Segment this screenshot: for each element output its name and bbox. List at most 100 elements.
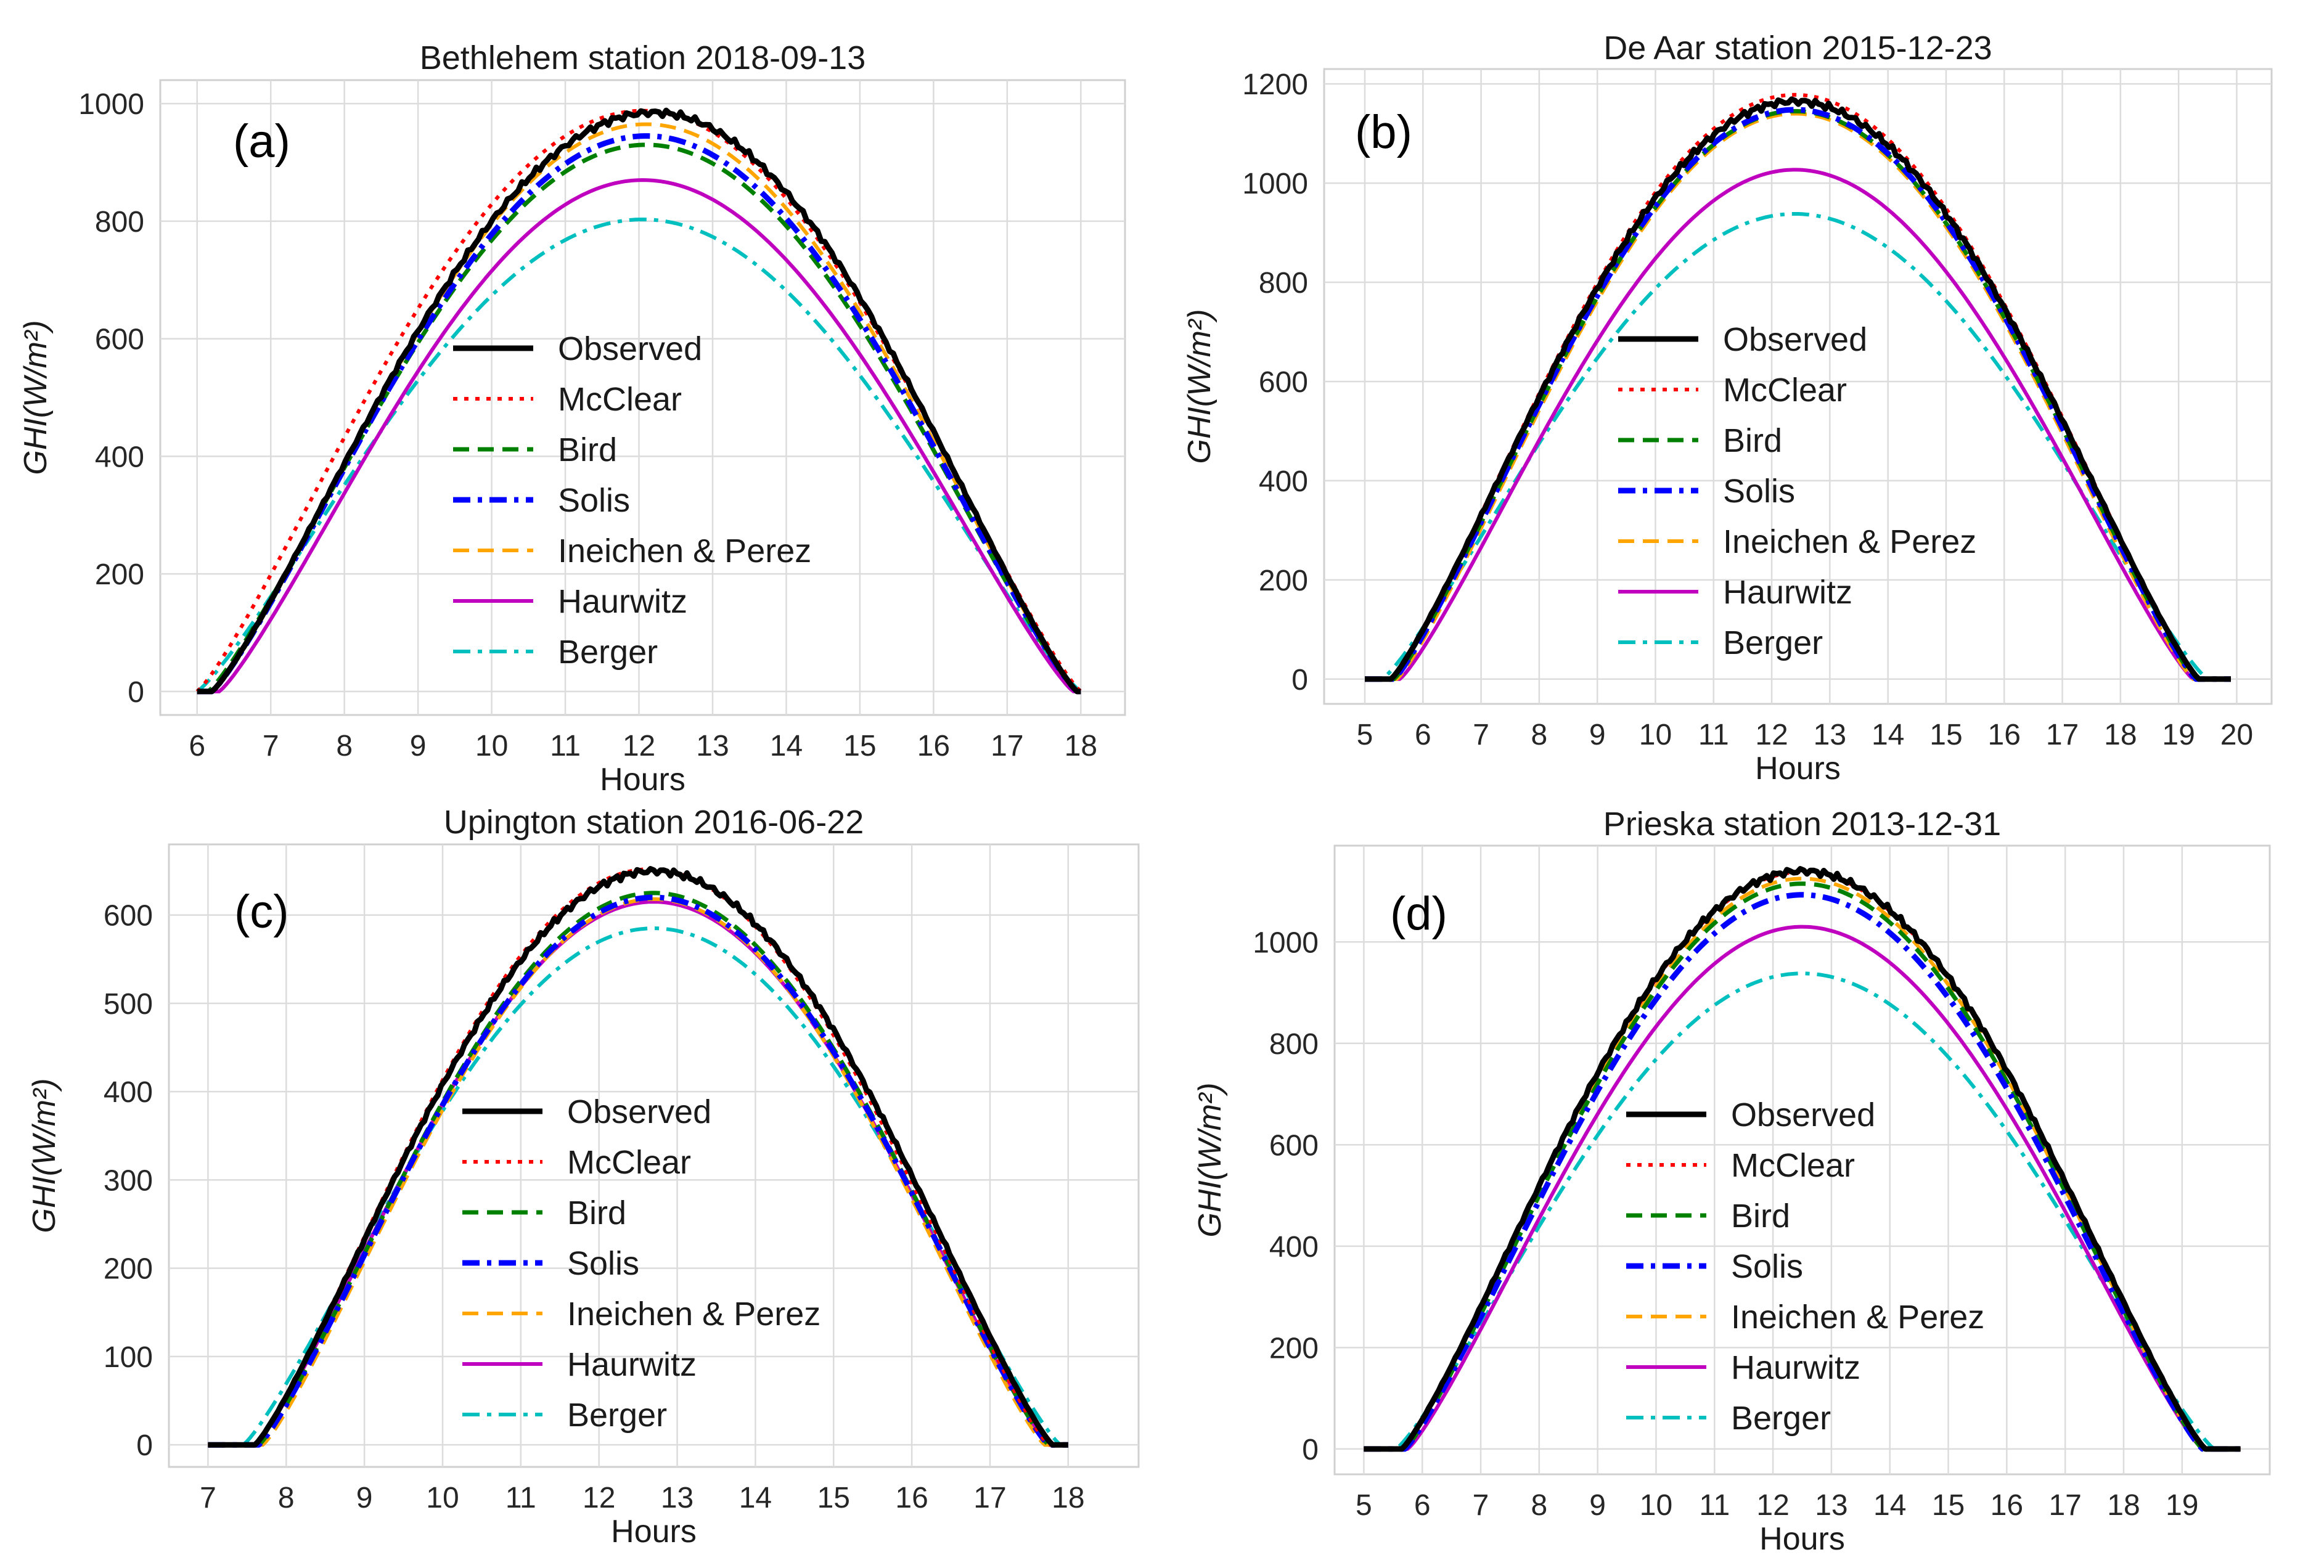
- x-tick-label: 18: [2104, 719, 2137, 751]
- x-tick-label: 14: [1873, 1489, 1906, 1522]
- chart-panel-4: 5 6 7 8 9 10 11 12 13 14 15 16 17 18 19 0 200 400 600 800 10…: [1192, 806, 2271, 1557]
- y-tick-label: 0: [136, 1429, 153, 1462]
- x-tick-label: 11: [1699, 1489, 1730, 1522]
- legend: Observed McClear Bird Solis Ineichen & Perez…: [462, 1093, 820, 1434]
- x-tick-label: 6: [1414, 1489, 1431, 1522]
- legend-label: McClear: [567, 1144, 691, 1181]
- y-tick-label: 1000: [1253, 926, 1319, 959]
- series-line-ineichen: [1365, 112, 2231, 681]
- x-tick-label: 17: [2048, 1489, 2081, 1522]
- x-axis-label: Hours: [1759, 1521, 1845, 1557]
- legend-label: Ineichen & Perez: [1731, 1299, 1984, 1336]
- y-tick-label: 1200: [1242, 68, 1308, 101]
- x-tick-label: 15: [1929, 719, 1962, 751]
- x-tick-label: 5: [1356, 1489, 1372, 1522]
- x-axis-label: Hours: [600, 762, 685, 798]
- series-line-observed: [208, 866, 1068, 1448]
- series-line-observed: [197, 107, 1081, 695]
- y-tick-label: 600: [1269, 1129, 1319, 1162]
- x-tick-label: 11: [1698, 719, 1729, 751]
- legend-label: Berger: [1723, 624, 1823, 661]
- x-tick-label: 14: [739, 1482, 772, 1514]
- legend-label: Observed: [1731, 1096, 1875, 1133]
- legend-label: Haurwitz: [558, 583, 687, 620]
- y-tick-label: 600: [1259, 366, 1308, 399]
- x-tick-label: 15: [1932, 1489, 1965, 1522]
- legend: Observed McClear Bird Solis Ineichen & Perez…: [1626, 1096, 1984, 1437]
- x-tick-label: 12: [1755, 719, 1788, 751]
- chart-title: Prieska station 2013-12-31: [1603, 806, 2001, 843]
- legend: Observed McClear Bird Solis Ineichen & Perez…: [453, 330, 811, 671]
- chart-title: Bethlehem station 2018-09-13: [420, 39, 866, 76]
- legend-label: Berger: [567, 1397, 667, 1434]
- legend-label: Haurwitz: [567, 1346, 697, 1383]
- legend-label: McClear: [558, 381, 682, 418]
- x-tick-label: 12: [583, 1482, 615, 1514]
- legend-label: Berger: [558, 634, 658, 671]
- series-line-bird: [1365, 108, 2231, 682]
- series-line-observed: [1365, 96, 2231, 682]
- x-tick-label: 10: [1639, 719, 1672, 751]
- x-tick-label: 9: [1589, 1489, 1606, 1522]
- x-tick-label: 8: [336, 730, 353, 762]
- series-line-solis: [1364, 892, 2241, 1452]
- y-tick-label: 800: [1269, 1028, 1319, 1061]
- legend-label: Observed: [1723, 321, 1867, 358]
- plot-area: [168, 843, 1140, 1468]
- y-tick-label: 800: [1259, 267, 1308, 300]
- y-tick-label: 300: [104, 1164, 153, 1197]
- x-tick-label: 7: [1473, 719, 1489, 751]
- x-tick-label: 19: [2162, 719, 2195, 751]
- legend-label: Bird: [567, 1194, 626, 1231]
- y-tick-label: 200: [1259, 565, 1308, 597]
- legend: Observed McClear Bird Solis Ineichen & Perez…: [1618, 321, 1976, 661]
- x-tick-label: 12: [623, 730, 655, 762]
- y-axis-label: GHI(W/m²): [1192, 1082, 1228, 1237]
- legend-label: Bird: [558, 431, 617, 468]
- x-tick-label: 10: [475, 730, 508, 762]
- legend-label: Bird: [1723, 422, 1782, 459]
- y-tick-label: 200: [104, 1253, 153, 1286]
- legend-label: Solis: [1723, 473, 1795, 510]
- y-tick-label: 0: [1302, 1434, 1319, 1466]
- x-tick-label: 18: [1052, 1482, 1084, 1514]
- x-tick-label: 9: [356, 1482, 373, 1514]
- legend-label: Solis: [558, 482, 630, 519]
- x-tick-label: 8: [1531, 1489, 1547, 1522]
- legend-label: Haurwitz: [1731, 1349, 1860, 1386]
- x-tick-label: 8: [278, 1482, 295, 1514]
- x-tick-label: 16: [917, 730, 950, 762]
- x-tick-label: 6: [189, 730, 205, 762]
- x-tick-label: 19: [2166, 1489, 2198, 1522]
- y-tick-label: 400: [1259, 465, 1308, 498]
- x-tick-label: 13: [696, 730, 729, 762]
- x-tick-label: 14: [770, 730, 803, 762]
- legend-label: Observed: [567, 1093, 711, 1130]
- y-tick-label: 1000: [78, 88, 144, 121]
- x-tick-label: 7: [1473, 1489, 1489, 1522]
- legend-label: Ineichen & Perez: [567, 1296, 820, 1333]
- legend-label: Observed: [558, 330, 702, 367]
- x-tick-label: 6: [1415, 719, 1431, 751]
- plot-area: [159, 79, 1126, 716]
- x-tick-label: 5: [1357, 719, 1373, 751]
- chart-title: De Aar station 2015-12-23: [1603, 30, 1992, 67]
- x-axis-label: Hours: [1755, 751, 1841, 786]
- chart-title: Upington station 2016-06-22: [444, 804, 864, 841]
- x-tick-label: 17: [973, 1482, 1006, 1514]
- panel-label: (a): [233, 115, 290, 168]
- x-tick-label: 13: [1815, 1489, 1847, 1522]
- plot-area: [1323, 68, 2273, 705]
- series-line-berger: [1364, 971, 2241, 1451]
- y-tick-label: 400: [1269, 1231, 1319, 1264]
- series-line-berger: [195, 218, 1082, 693]
- y-tick-label: 400: [95, 441, 144, 473]
- legend-label: McClear: [1723, 372, 1847, 409]
- series-line-observed: [1364, 866, 2241, 1452]
- x-tick-label: 20: [2220, 719, 2253, 751]
- y-tick-label: 1000: [1242, 168, 1308, 200]
- legend-label: Solis: [567, 1245, 639, 1282]
- x-tick-label: 13: [661, 1482, 694, 1514]
- x-tick-label: 7: [200, 1482, 216, 1514]
- chart-panel-2: 5 6 7 8 9 10 11 12 13 14 15 16 17 18 19 200200400600800…: [1182, 30, 2273, 786]
